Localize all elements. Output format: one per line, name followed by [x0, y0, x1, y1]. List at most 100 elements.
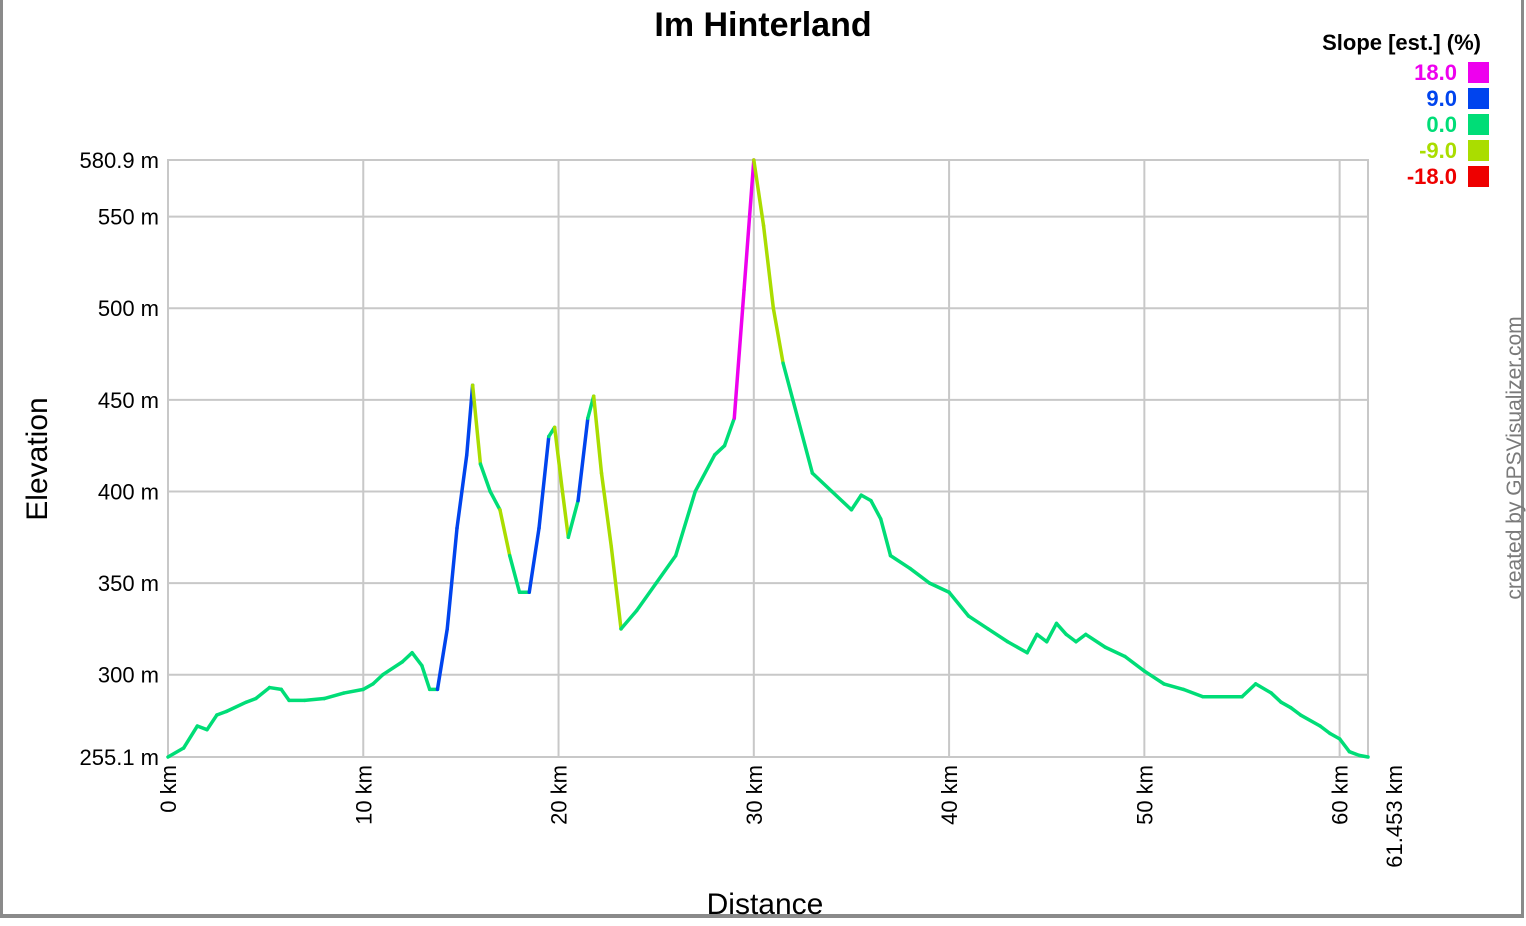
profile-segment — [1298, 713, 1322, 728]
profile-segment — [742, 158, 756, 292]
profile-segment — [400, 650, 414, 664]
profile-segment — [566, 498, 580, 540]
profile-segment — [1269, 691, 1283, 704]
profile-segment — [722, 416, 737, 448]
legend-swatch — [1468, 88, 1489, 109]
legend-entry-label: -9.0 — [1419, 138, 1457, 163]
profile-segment — [507, 553, 522, 595]
profile-segment — [254, 685, 272, 701]
profile-segment — [869, 498, 883, 521]
profile-segment — [1318, 724, 1332, 736]
profile-segment — [791, 398, 815, 475]
profile-segment — [761, 224, 776, 310]
x-tick-label: 40 km — [937, 765, 962, 825]
profile-segment — [371, 672, 385, 686]
x-tick-label: 60 km — [1328, 765, 1353, 825]
legend-swatch — [1468, 166, 1489, 187]
grid — [167, 159, 1369, 758]
credit-watermark: created by GPSVisualizer.com — [1503, 316, 1526, 599]
profile-segment — [1035, 632, 1049, 644]
profile-segment — [1253, 682, 1274, 695]
chart-title: Im Hinterland — [654, 6, 871, 44]
profile-segment — [908, 566, 932, 585]
y-tick-label: 450 m — [98, 388, 159, 413]
profile-segment — [1054, 621, 1068, 637]
profile-segment — [1103, 645, 1127, 659]
profile-segment — [435, 627, 449, 692]
profile-segment — [488, 489, 502, 512]
profile-segment — [576, 416, 590, 503]
profile-segment — [381, 660, 405, 677]
x-axis-title: Distance — [707, 888, 824, 921]
profile-segment — [609, 544, 623, 631]
profile-segment — [181, 724, 200, 750]
profile-segment — [445, 526, 459, 631]
legend-swatch — [1468, 62, 1489, 83]
legend: Slope [est.] (%) 18.09.00.0-9.0-18.0 — [1322, 30, 1489, 189]
profile-segment — [166, 746, 186, 759]
profile-segment — [1064, 632, 1078, 644]
y-tick-label: 350 m — [98, 571, 159, 596]
profile-segment — [470, 383, 483, 466]
profile-segment — [634, 581, 658, 613]
y-tick-label: 580.9 m — [80, 148, 160, 173]
profile-segment — [552, 425, 565, 494]
legend-swatch — [1468, 114, 1489, 135]
profile-segment — [1357, 753, 1370, 759]
y-axis-title: Elevation — [21, 397, 54, 520]
axis-ticks: 255.1 m 300 m 350 m 400 m 450 m 500 m 550 m 580… — [80, 148, 1408, 868]
profile-segment — [341, 687, 366, 695]
x-tick-label: 61.453 km — [1382, 765, 1407, 868]
y-tick-label: 500 m — [98, 296, 159, 321]
profile-segment — [1328, 731, 1342, 741]
profile-segment — [1162, 682, 1186, 692]
profile-segment — [752, 158, 766, 228]
elevation-profile — [166, 158, 1370, 759]
profile-segment — [205, 713, 219, 732]
profile-segment — [1074, 632, 1088, 644]
profile-segment — [498, 508, 512, 558]
profile-segment — [732, 288, 746, 420]
profile-segment — [927, 581, 951, 595]
profile-segment — [1025, 632, 1039, 655]
elevation-chart: 255.1 m 300 m 350 m 400 m 450 m 500 m 550 m 580… — [21, 6, 1526, 921]
profile-segment — [465, 383, 475, 457]
profile-segment — [599, 471, 614, 549]
profile-segment — [693, 453, 717, 494]
profile-segment — [619, 608, 639, 631]
x-tick-label: 0 km — [156, 765, 181, 813]
profile-segment — [781, 361, 795, 402]
profile-segment — [830, 489, 854, 512]
profile-segment — [654, 553, 678, 585]
profile-segment — [1005, 639, 1029, 655]
profile-segment — [1142, 669, 1166, 686]
legend-entry-label: 9.0 — [1426, 86, 1457, 111]
profile-segment — [560, 489, 571, 540]
legend-entry-label: -18.0 — [1407, 164, 1457, 189]
profile-segment — [455, 453, 469, 530]
y-tick-label: 400 m — [98, 479, 159, 504]
profile-segment — [361, 682, 375, 692]
profile-segment — [267, 685, 284, 692]
profile-segment — [527, 526, 541, 595]
profile-segment — [771, 306, 785, 365]
x-tick-label: 10 km — [351, 765, 376, 825]
profile-segment — [1337, 737, 1352, 754]
x-tick-label: 50 km — [1132, 765, 1157, 825]
profile-segment — [986, 627, 1010, 644]
profile-segment — [1240, 682, 1258, 699]
profile-segment — [302, 696, 326, 703]
profile-segment — [1084, 632, 1108, 649]
profile-segment — [322, 691, 346, 701]
profile-segment — [478, 462, 492, 494]
legend-title: Slope [est.] (%) — [1322, 30, 1481, 55]
profile-segment — [1289, 705, 1303, 717]
legend-entry-label: 18.0 — [1414, 60, 1457, 85]
profile-segment — [713, 443, 727, 457]
profile-segment — [279, 687, 291, 703]
profile-segment — [849, 493, 863, 512]
profile-segment — [1123, 654, 1147, 673]
profile-segment — [966, 614, 990, 631]
profile-segment — [888, 553, 912, 571]
